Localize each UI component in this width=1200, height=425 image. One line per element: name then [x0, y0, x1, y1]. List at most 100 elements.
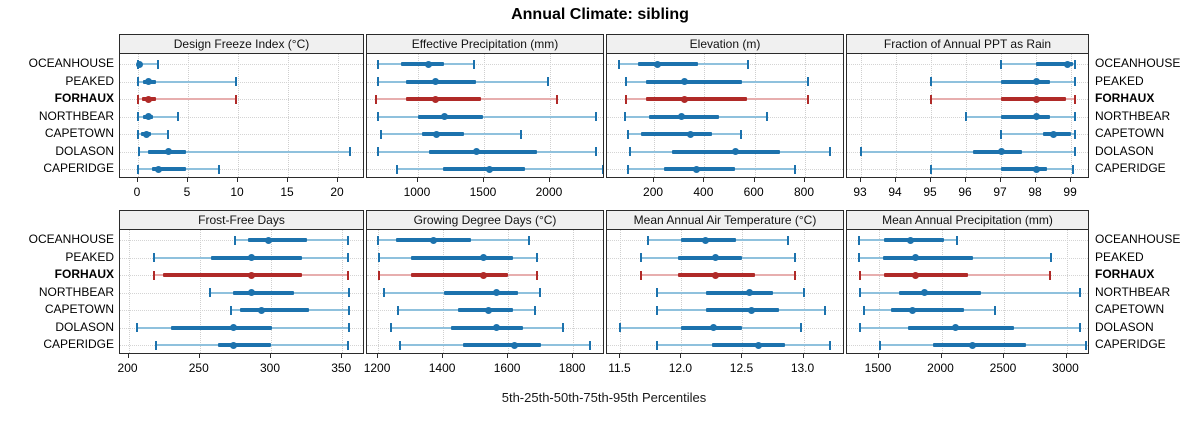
site-label-left: DOLASON — [55, 143, 114, 158]
interval-cap-high — [829, 340, 832, 350]
interval-cap-low — [863, 305, 865, 315]
site-label-left: FORHAUX — [54, 91, 114, 105]
interval-cap-low — [930, 164, 933, 174]
interval-cap-high — [766, 112, 769, 121]
median-dot — [1032, 78, 1040, 85]
interval-25-75 — [218, 343, 271, 347]
interval-cap-high — [824, 305, 827, 315]
median-dot — [144, 113, 152, 120]
interval-25-75 — [646, 97, 748, 101]
interval-cap-high — [800, 323, 803, 332]
interval-cap-high — [601, 164, 603, 174]
interval-cap-high — [348, 305, 351, 315]
median-dot — [906, 236, 914, 244]
interval-cap-low — [640, 253, 643, 262]
interval-25-75 — [899, 290, 981, 295]
x-tick-label: 11.5 — [608, 361, 631, 375]
interval-cap-low — [965, 112, 968, 121]
x-tick-label: 1000 — [403, 185, 431, 199]
median-dot — [952, 324, 960, 331]
interval-cap-high — [829, 147, 832, 156]
interval-cap-low — [377, 235, 380, 245]
interval-cap-high — [536, 253, 539, 262]
interval-25-75 — [451, 325, 523, 330]
median-dot — [709, 324, 717, 331]
median-dot — [257, 306, 265, 314]
median-dot — [912, 271, 920, 279]
interval-cap-high — [786, 235, 789, 245]
site-label-right: CAPETOWN — [1095, 302, 1165, 316]
site-label-left: CAPERIDGE — [43, 161, 114, 175]
x-tick-label: 200 — [643, 185, 664, 199]
tick-gridline — [861, 54, 862, 177]
x-tick — [1035, 178, 1037, 182]
interval-cap-low — [1000, 129, 1003, 139]
interval-cap-low — [858, 288, 861, 297]
interval-cap-low — [640, 270, 643, 280]
median-dot — [492, 289, 500, 296]
panel-title: Fraction of Annual PPT as Rain — [883, 37, 1052, 51]
x-tick — [803, 178, 805, 182]
row-gridline — [847, 64, 1088, 65]
x-tick — [895, 178, 897, 182]
x-tick — [1070, 178, 1072, 182]
interval-cap-high — [595, 112, 598, 121]
interval-cap-high — [218, 164, 220, 174]
median-dot — [479, 254, 487, 261]
interval-25-75 — [907, 325, 1014, 330]
panel-plot — [366, 53, 604, 178]
x-tick — [653, 178, 655, 182]
median-dot — [1064, 60, 1072, 68]
interval-cap-high — [167, 129, 169, 139]
interval-cap-low — [379, 129, 382, 139]
x-tick-label: 93 — [853, 185, 867, 199]
interval-5-95 — [138, 98, 236, 100]
interval-cap-low — [399, 340, 402, 350]
interval-cap-low — [629, 147, 632, 156]
x-tick — [377, 354, 379, 358]
interval-cap-low — [626, 129, 629, 139]
interval-cap-low — [377, 270, 380, 280]
x-tick — [878, 354, 879, 358]
interval-cap-low — [377, 112, 380, 121]
tick-gridline — [931, 54, 933, 177]
site-label-right: FORHAUX — [1095, 91, 1155, 105]
interval-cap-high — [1071, 164, 1074, 174]
interval-5-95 — [138, 115, 178, 118]
tick-gridline — [896, 54, 898, 177]
interval-25-75 — [232, 290, 294, 295]
median-dot — [1032, 113, 1040, 120]
panel-title: Design Freeze Index (°C) — [173, 37, 310, 51]
interval-cap-high — [793, 253, 796, 262]
x-tick — [1000, 178, 1002, 182]
interval-25-75 — [711, 343, 786, 347]
x-tick — [680, 354, 682, 358]
interval-cap-high — [349, 147, 351, 156]
row-gridline — [847, 134, 1088, 135]
row-gridline — [120, 116, 363, 118]
interval-cap-high — [747, 59, 750, 69]
interval-cap-high — [806, 77, 809, 86]
x-tick — [860, 178, 861, 182]
row-gridline — [120, 134, 363, 135]
interval-25-75 — [671, 149, 780, 154]
interval-25-75 — [443, 167, 525, 171]
interval-cap-low — [137, 164, 139, 174]
median-dot — [654, 60, 662, 68]
interval-cap-low — [230, 305, 233, 315]
interval-cap-high — [793, 164, 796, 174]
interval-cap-high — [793, 270, 796, 280]
median-dot — [492, 324, 500, 331]
x-tick-label: 1600 — [493, 361, 521, 375]
interval-cap-low — [647, 235, 650, 245]
x-tick-label: 1800 — [558, 361, 586, 375]
site-label-right: PEAKED — [1095, 73, 1144, 88]
x-tick — [703, 178, 705, 182]
interval-cap-high — [346, 253, 349, 262]
interval-cap-high — [1049, 270, 1052, 280]
median-dot — [712, 254, 720, 261]
x-tick-label: 2000 — [535, 185, 563, 199]
interval-cap-high — [348, 323, 351, 332]
interval-cap-low — [153, 253, 156, 262]
median-dot — [997, 148, 1005, 155]
